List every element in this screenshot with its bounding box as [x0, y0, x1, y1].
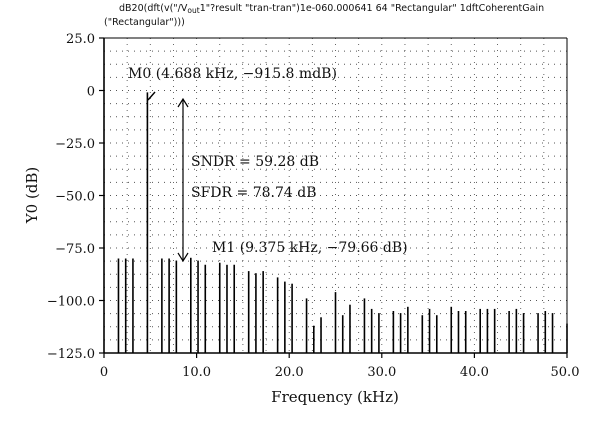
sfdr-annotation: SFDR = 78.74 dB: [191, 185, 316, 201]
x-axis-ticks: 0 10.0 20.0 30.0 40.0 50.0: [100, 353, 580, 380]
title-subscript: out: [187, 6, 199, 15]
x-tick-label: 30.0: [367, 365, 396, 380]
x-tick-label: 0: [100, 365, 108, 380]
marker-m0-tick: [147, 91, 156, 101]
x-tick-label: 20.0: [275, 365, 304, 380]
y-tick-label: 25.0: [66, 32, 95, 47]
sndr-annotation: SNDR = 59.28 dB: [191, 154, 319, 170]
y-tick-label: −75.0: [55, 242, 95, 257]
y-tick-label: −50.0: [55, 190, 95, 205]
x-tick-label: 10.0: [182, 365, 211, 380]
y-axis-label: Y0 (dB): [23, 167, 41, 225]
spectrum-bars: [117, 92, 568, 353]
x-tick-label: 50.0: [551, 365, 580, 380]
title-part-1: dB20(dft(v("/V: [119, 3, 188, 14]
marker-m1-label: M1 (9.375 kHz, −79.66 dB): [212, 240, 408, 256]
x-axis-label: Frequency (kHz): [271, 388, 399, 406]
x-tick-label: 40.0: [460, 365, 489, 380]
marker-m0-label: M0 (4.688 kHz, −915.8 mdB): [128, 66, 337, 82]
y-tick-label: −125.0: [47, 347, 95, 362]
y-tick-label: −100.0: [47, 295, 95, 310]
sndr-arrow: [177, 97, 189, 263]
y-axis-ticks: 25.0 0 −25.0 −50.0 −75.0 −100.0 −125.0: [47, 32, 104, 362]
title-part-2: 1"?result "tran-tran")1e-060.000641 64 "…: [200, 3, 544, 14]
y-tick-label: −25.0: [55, 137, 95, 152]
chart-title: dB20(dft(v("/Vout1"?result "tran-tran")1…: [119, 3, 544, 15]
chart-title-line-2: ("Rectangular"))): [104, 17, 185, 28]
y-tick-label: 0: [87, 85, 95, 100]
